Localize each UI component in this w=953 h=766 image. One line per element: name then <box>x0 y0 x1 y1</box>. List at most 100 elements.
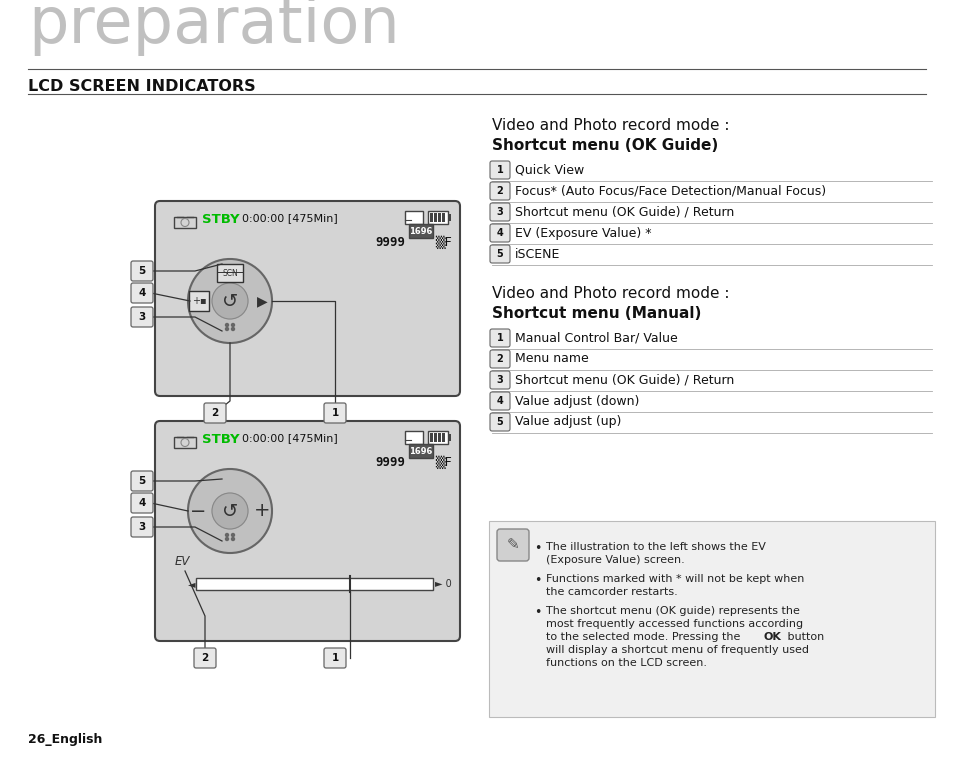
Text: 5: 5 <box>138 476 146 486</box>
Circle shape <box>212 493 248 529</box>
Text: STBY: STBY <box>202 433 239 446</box>
FancyBboxPatch shape <box>490 245 510 263</box>
Text: 0:00:00 [475Min]: 0:00:00 [475Min] <box>242 433 337 443</box>
Text: functions on the LCD screen.: functions on the LCD screen. <box>545 658 706 668</box>
Text: 4: 4 <box>497 396 503 406</box>
Text: 3: 3 <box>138 312 146 322</box>
Text: +: + <box>253 502 270 521</box>
Text: Quick View: Quick View <box>515 163 583 176</box>
FancyBboxPatch shape <box>490 203 510 221</box>
Text: +▪: +▪ <box>192 296 206 306</box>
FancyBboxPatch shape <box>173 217 195 228</box>
Text: EV: EV <box>174 555 191 568</box>
FancyBboxPatch shape <box>405 211 422 224</box>
FancyBboxPatch shape <box>216 264 243 282</box>
FancyBboxPatch shape <box>490 224 510 242</box>
Text: 2: 2 <box>212 408 218 418</box>
FancyBboxPatch shape <box>154 201 459 396</box>
Circle shape <box>225 328 229 330</box>
Text: Focus* (Auto Focus/Face Detection/Manual Focus): Focus* (Auto Focus/Face Detection/Manual… <box>515 185 825 198</box>
Text: The shortcut menu (OK guide) represents the: The shortcut menu (OK guide) represents … <box>545 606 799 616</box>
Text: Video and Photo record mode :: Video and Photo record mode : <box>492 286 729 301</box>
Text: 1: 1 <box>331 653 338 663</box>
Text: ↺: ↺ <box>222 502 238 521</box>
Text: Menu name: Menu name <box>515 352 588 365</box>
Text: 1: 1 <box>497 333 503 343</box>
FancyBboxPatch shape <box>193 648 215 668</box>
FancyBboxPatch shape <box>437 213 440 222</box>
Text: •: • <box>534 606 540 619</box>
Text: most frequently accessed functions according: most frequently accessed functions accor… <box>545 619 802 629</box>
FancyBboxPatch shape <box>131 307 152 327</box>
Text: 4: 4 <box>138 288 146 298</box>
Text: Manual Control Bar/ Value: Manual Control Bar/ Value <box>515 332 677 345</box>
Text: 3: 3 <box>497 207 503 217</box>
FancyBboxPatch shape <box>430 213 433 222</box>
FancyBboxPatch shape <box>490 182 510 200</box>
Text: LCD SCREEN INDICATORS: LCD SCREEN INDICATORS <box>28 79 255 94</box>
Circle shape <box>232 323 234 326</box>
Text: Shortcut menu (OK Guide) / Return: Shortcut menu (OK Guide) / Return <box>515 205 734 218</box>
Text: The illustration to the left shows the EV: The illustration to the left shows the E… <box>545 542 765 552</box>
Circle shape <box>188 259 272 343</box>
FancyBboxPatch shape <box>490 413 510 431</box>
FancyBboxPatch shape <box>490 371 510 389</box>
Circle shape <box>232 533 234 536</box>
FancyBboxPatch shape <box>428 211 448 224</box>
Text: 2: 2 <box>497 354 503 364</box>
FancyBboxPatch shape <box>131 493 152 513</box>
Text: the camcorder restarts.: the camcorder restarts. <box>545 587 677 597</box>
Text: •: • <box>534 542 540 555</box>
Text: (Exposure Value) screen.: (Exposure Value) screen. <box>545 555 684 565</box>
FancyBboxPatch shape <box>131 283 152 303</box>
Text: −: − <box>190 502 206 521</box>
Text: 1696: 1696 <box>409 228 433 237</box>
FancyBboxPatch shape <box>490 350 510 368</box>
Text: ↺: ↺ <box>222 292 238 310</box>
Text: ▒F: ▒F <box>435 456 452 470</box>
FancyBboxPatch shape <box>430 433 433 442</box>
FancyBboxPatch shape <box>448 434 451 441</box>
FancyBboxPatch shape <box>409 444 433 458</box>
Text: ▒F: ▒F <box>435 236 452 249</box>
FancyBboxPatch shape <box>434 433 436 442</box>
Text: 5: 5 <box>138 266 146 276</box>
Text: to the selected mode. Pressing the: to the selected mode. Pressing the <box>545 632 743 642</box>
FancyBboxPatch shape <box>409 224 433 238</box>
Text: 4: 4 <box>138 498 146 508</box>
Text: Video and Photo record mode :: Video and Photo record mode : <box>492 118 729 133</box>
Text: Shortcut menu (Manual): Shortcut menu (Manual) <box>492 306 700 321</box>
FancyBboxPatch shape <box>490 329 510 347</box>
FancyBboxPatch shape <box>497 529 529 561</box>
Text: Functions marked with * will not be kept when: Functions marked with * will not be kept… <box>545 574 803 584</box>
Text: 3: 3 <box>497 375 503 385</box>
FancyBboxPatch shape <box>405 431 422 444</box>
Text: preparation: preparation <box>28 0 399 56</box>
Text: 1: 1 <box>331 408 338 418</box>
Text: •: • <box>534 574 540 587</box>
Text: Value adjust (up): Value adjust (up) <box>515 415 620 428</box>
Circle shape <box>188 469 272 553</box>
Text: 4: 4 <box>497 228 503 238</box>
Text: OK: OK <box>763 632 781 642</box>
FancyBboxPatch shape <box>490 161 510 179</box>
Text: ► 0: ► 0 <box>435 579 452 589</box>
Text: 5: 5 <box>497 249 503 259</box>
FancyBboxPatch shape <box>131 261 152 281</box>
Text: ▶: ▶ <box>256 294 267 308</box>
FancyBboxPatch shape <box>195 578 433 590</box>
FancyBboxPatch shape <box>428 431 448 444</box>
FancyBboxPatch shape <box>490 392 510 410</box>
FancyBboxPatch shape <box>189 291 209 311</box>
Text: Shortcut menu (OK Guide) / Return: Shortcut menu (OK Guide) / Return <box>515 374 734 387</box>
FancyBboxPatch shape <box>173 437 195 448</box>
Text: EV (Exposure Value) *: EV (Exposure Value) * <box>515 227 651 240</box>
FancyBboxPatch shape <box>324 648 346 668</box>
Circle shape <box>225 538 229 541</box>
Text: button: button <box>783 632 823 642</box>
Text: 9999: 9999 <box>375 456 405 469</box>
FancyBboxPatch shape <box>204 403 226 423</box>
Text: STBY: STBY <box>202 213 239 226</box>
Text: 1696: 1696 <box>409 447 433 457</box>
Circle shape <box>232 328 234 330</box>
